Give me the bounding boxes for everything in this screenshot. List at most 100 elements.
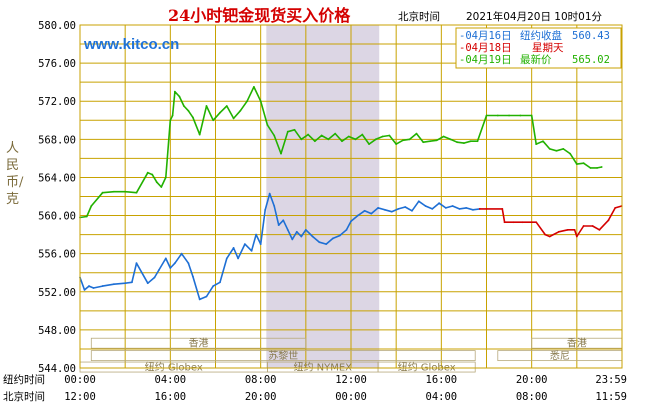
series-point [160, 186, 163, 188]
bj-time-ticks: 12:00 16:00 20:00 00:00 04:00 08:00 11:59 [64, 391, 627, 403]
series-point [465, 207, 468, 209]
series-point [408, 138, 411, 141]
series-point [424, 205, 427, 207]
series-point [325, 243, 328, 246]
series-point [164, 257, 167, 260]
series-point [124, 282, 127, 285]
ny-tick-label: 08:00 [245, 374, 277, 386]
series-point [503, 221, 506, 224]
series-point [476, 140, 479, 143]
series-point [277, 224, 280, 226]
market-session-label: 香港 [189, 338, 209, 350]
bj-time-label: 北京时间 [3, 390, 45, 403]
series-point [173, 262, 176, 265]
y-tick-label: 576.00 [38, 58, 76, 70]
series-point [187, 109, 190, 112]
series-point [252, 86, 255, 88]
series-point [350, 220, 352, 223]
series-point [101, 191, 104, 194]
series-point [429, 140, 431, 143]
market-session-label: 纽约 Globex [398, 361, 456, 374]
series-point [212, 285, 215, 287]
series-point [361, 133, 364, 136]
series-point [300, 235, 303, 238]
series-point [444, 207, 447, 209]
plot-frame [79, 24, 623, 369]
series-point [411, 209, 413, 212]
series-point [135, 191, 138, 194]
bj-tick-label: 12:00 [64, 391, 96, 403]
series-point [151, 173, 154, 176]
series-point [318, 241, 321, 244]
series-point [598, 228, 601, 231]
series-point [187, 262, 190, 265]
series-point [548, 235, 551, 238]
legend-label: 最新价 [520, 53, 552, 66]
legend-date: -04月19日 [459, 54, 512, 66]
legend-label: 星期天 [532, 42, 564, 54]
series-point [338, 234, 341, 237]
series-point [569, 152, 571, 155]
market-session-label: 纽约 Globex [145, 361, 203, 374]
y-tick-label: 544.00 [38, 363, 76, 375]
series-point [472, 208, 474, 211]
series-point [295, 230, 298, 233]
series-point [404, 206, 407, 208]
series-point [313, 140, 316, 143]
series-point [198, 298, 201, 301]
series-point [273, 134, 276, 137]
series-point [264, 208, 267, 211]
chart-title: 24小时钯金现货买入价格 [168, 6, 351, 25]
ny-time-label: 纽约时间 [3, 373, 45, 386]
series-point [225, 105, 228, 107]
bj-tick-label: 11:59 [595, 391, 627, 403]
ny-tick-label: 20:00 [516, 374, 548, 386]
series-point [377, 207, 379, 209]
series-point [485, 114, 488, 117]
series-point [354, 138, 357, 141]
series-layer [79, 86, 623, 301]
series-point [456, 141, 459, 144]
series-point [383, 208, 386, 211]
series-point [101, 285, 104, 287]
series-point [85, 215, 88, 218]
legend-date: -04月16日 [459, 30, 512, 42]
legend-value: 565.02 [572, 54, 610, 66]
series-point [280, 152, 282, 155]
timezone-label: 北京时间 [398, 10, 440, 23]
series-point [90, 205, 93, 207]
market-session-label: 悉尼 [550, 350, 570, 362]
series-point [259, 243, 262, 246]
series-point [146, 282, 149, 285]
y-axis-ticks: 580.00 576.00 572.00 568.00 564.00 560.00 556.… [38, 20, 76, 375]
series-point [164, 176, 167, 179]
series-point [255, 233, 258, 236]
y-tick-label: 580.00 [38, 20, 76, 32]
series-point [300, 138, 303, 141]
y-axis-label: 人 民 币/ 克 [6, 141, 28, 207]
y-tick-label: 548.00 [38, 325, 76, 337]
y-tick-label: 552.00 [38, 287, 76, 299]
market-session-bar [90, 350, 476, 362]
series-point [232, 247, 235, 249]
series-point [535, 221, 538, 224]
series-point [442, 135, 445, 138]
series-point [562, 147, 565, 150]
series-point [415, 132, 418, 135]
series-point [135, 262, 138, 265]
series-point [205, 295, 208, 298]
series-point [544, 233, 547, 236]
legend-value: 560.43 [572, 30, 610, 42]
series-point [555, 149, 558, 152]
series-point [548, 147, 551, 150]
bj-tick-label: 20:00 [245, 391, 277, 403]
series-point [169, 119, 172, 122]
series-point [397, 207, 400, 210]
series-point [304, 228, 307, 231]
series-point [374, 138, 377, 141]
y-tick-label: 564.00 [38, 172, 76, 184]
ny-time-ticks: 00:00 04:00 08:00 12:00 16:00 20:00 23:59 [64, 374, 627, 386]
series-point [600, 166, 603, 168]
series-point [614, 207, 617, 209]
